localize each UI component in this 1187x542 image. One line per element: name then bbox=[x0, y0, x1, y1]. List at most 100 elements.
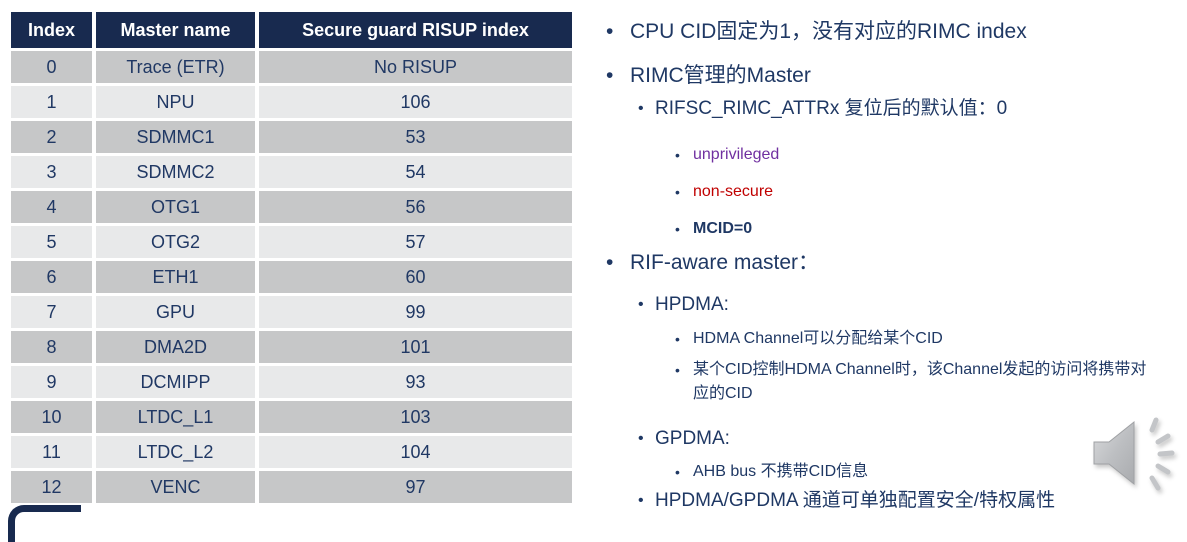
table-cell: LTDC_L2 bbox=[96, 436, 255, 468]
bullet-marker: • bbox=[675, 331, 680, 347]
bullet-item: • non-secure bbox=[596, 180, 1182, 204]
bullet-marker: • bbox=[675, 147, 680, 163]
speaker-waves bbox=[1149, 417, 1175, 491]
bullet-marker: • bbox=[675, 184, 680, 200]
table-cell: LTDC_L1 bbox=[96, 401, 255, 433]
table-cell: 12 bbox=[11, 471, 92, 503]
table-cell: 9 bbox=[11, 366, 92, 398]
bullet-marker: • bbox=[675, 362, 680, 378]
bullet-item: • GPDMA: bbox=[596, 426, 1182, 452]
table-cell: 53 bbox=[259, 121, 572, 153]
speaker-icon[interactable] bbox=[1090, 416, 1182, 500]
bullet-marker: • bbox=[638, 430, 644, 447]
table-cell: SDMMC2 bbox=[96, 156, 255, 188]
bullet-text: HDMA Channel可以分配给某个CID bbox=[693, 330, 943, 347]
bullet-marker: • bbox=[638, 296, 644, 313]
bullet-text: HPDMA: bbox=[655, 294, 729, 315]
table-cell: SDMMC1 bbox=[96, 121, 255, 153]
table-cell: 104 bbox=[259, 436, 572, 468]
bullet-text: RIFSC_RIMC_ATTRx 复位后的默认值：0 bbox=[655, 98, 1008, 119]
bullet-marker: • bbox=[606, 20, 614, 43]
table-cell: 99 bbox=[259, 296, 572, 328]
bullet-item: • HPDMA: bbox=[596, 292, 1182, 318]
bullet-marker: • bbox=[638, 492, 644, 509]
table-cell: NPU bbox=[96, 86, 255, 118]
table-row: 2 SDMMC1 53 bbox=[11, 121, 572, 153]
table-cell: GPU bbox=[96, 296, 255, 328]
bullet-text: CPU CID固定为1，没有对应的RIMC index bbox=[630, 20, 1027, 43]
bullet-item: • RIMC管理的Master bbox=[596, 62, 1182, 90]
table-row: 10 LTDC_L1 103 bbox=[11, 401, 572, 433]
bullet-text: 某个CID控制HDMA Channel时，该Channel发起的访问将携带对应的… bbox=[693, 361, 1147, 402]
table-cell: 57 bbox=[259, 226, 572, 258]
bullet-text: HPDMA/GPDMA 通道可单独配置安全/特权属性 bbox=[655, 490, 1056, 511]
table-cell: 60 bbox=[259, 261, 572, 293]
table-cell: 4 bbox=[11, 191, 92, 223]
table-cell: DCMIPP bbox=[96, 366, 255, 398]
col-header-risup-index: Secure guard RISUP index bbox=[259, 12, 572, 48]
bullet-text: GPDMA: bbox=[655, 428, 730, 449]
table-row: 11 LTDC_L2 104 bbox=[11, 436, 572, 468]
table-cell: OTG1 bbox=[96, 191, 255, 223]
table-cell: VENC bbox=[96, 471, 255, 503]
table-cell: 7 bbox=[11, 296, 92, 328]
bullet-text: non-secure bbox=[693, 183, 774, 200]
bullet-item: • MCID=0 bbox=[596, 217, 1182, 241]
table-cell: DMA2D bbox=[96, 331, 255, 363]
bullet-item: • CPU CID固定为1，没有对应的RIMC index bbox=[596, 18, 1182, 46]
table-cell: 106 bbox=[259, 86, 572, 118]
bullet-item: • RIF-aware master： bbox=[596, 249, 1182, 277]
slide: Index Master name Secure guard RISUP ind… bbox=[7, 9, 1182, 542]
table-row: 9 DCMIPP 93 bbox=[11, 366, 572, 398]
table-cell: No RISUP bbox=[259, 51, 572, 83]
table-cell: 2 bbox=[11, 121, 92, 153]
table-cell: 54 bbox=[259, 156, 572, 188]
table-cell: 56 bbox=[259, 191, 572, 223]
bullet-item: • 某个CID控制HDMA Channel时，该Channel发起的访问将携带对应… bbox=[596, 358, 1182, 406]
bullet-text: RIMC管理的Master bbox=[630, 64, 811, 87]
table-cell: 101 bbox=[259, 331, 572, 363]
col-header-master-name: Master name bbox=[96, 12, 255, 48]
table-cell: ETH1 bbox=[96, 261, 255, 293]
table-row: 1 NPU 106 bbox=[11, 86, 572, 118]
table-row: 0 Trace (ETR) No RISUP bbox=[11, 51, 572, 83]
table-cell: 97 bbox=[259, 471, 572, 503]
bullet-item: • HPDMA/GPDMA 通道可单独配置安全/特权属性 bbox=[596, 488, 1182, 514]
bullet-item: • HDMA Channel可以分配给某个CID bbox=[596, 327, 1182, 351]
bullet-marker: • bbox=[606, 251, 614, 274]
table-cell: 103 bbox=[259, 401, 572, 433]
bullet-marker: • bbox=[675, 464, 680, 480]
table-cell: OTG2 bbox=[96, 226, 255, 258]
bullet-marker: • bbox=[638, 100, 644, 117]
speaker-body bbox=[1093, 420, 1135, 486]
table-cell: 3 bbox=[11, 156, 92, 188]
col-header-index: Index bbox=[11, 12, 92, 48]
table-row: 4 OTG1 56 bbox=[11, 191, 572, 223]
bullet-marker: • bbox=[606, 64, 614, 87]
bullet-text: AHB bus 不携带CID信息 bbox=[693, 463, 869, 480]
master-table: Index Master name Secure guard RISUP ind… bbox=[7, 9, 576, 506]
table-cell: 5 bbox=[11, 226, 92, 258]
table-cell: 10 bbox=[11, 401, 92, 433]
table-row: 12 VENC 97 bbox=[11, 471, 572, 503]
table-header-row: Index Master name Secure guard RISUP ind… bbox=[11, 12, 572, 48]
table-cell: 8 bbox=[11, 331, 92, 363]
bullet-text: RIF-aware master： bbox=[630, 251, 820, 274]
st-logo-fragment bbox=[8, 505, 81, 542]
table-cell: 0 bbox=[11, 51, 92, 83]
bullet-item: • AHB bus 不携带CID信息 bbox=[596, 460, 1182, 484]
table-row: 7 GPU 99 bbox=[11, 296, 572, 328]
bullet-item: • unprivileged bbox=[596, 143, 1182, 167]
table-cell: 11 bbox=[11, 436, 92, 468]
bullet-item: • RIFSC_RIMC_ATTRx 复位后的默认值：0 bbox=[596, 96, 1182, 122]
bullet-list: • CPU CID固定为1，没有对应的RIMC index • RIMC管理的Mast… bbox=[596, 18, 1182, 514]
bullet-text: unprivileged bbox=[693, 146, 780, 163]
table-row: 6 ETH1 60 bbox=[11, 261, 572, 293]
table-cell: 1 bbox=[11, 86, 92, 118]
table-row: 3 SDMMC2 54 bbox=[11, 156, 572, 188]
table-cell: Trace (ETR) bbox=[96, 51, 255, 83]
bullet-marker: • bbox=[675, 221, 680, 237]
table-body: 0 Trace (ETR) No RISUP 1 NPU 106 2 SDMMC1 53 3 SDM… bbox=[11, 51, 572, 503]
table-row: 5 OTG2 57 bbox=[11, 226, 572, 258]
table-row: 8 DMA2D 101 bbox=[11, 331, 572, 363]
